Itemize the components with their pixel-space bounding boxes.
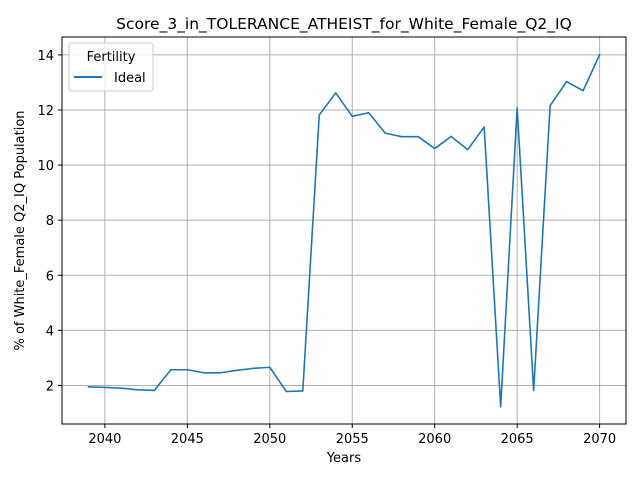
y-tick-label: 4 — [46, 324, 54, 339]
plot-frame — [61, 36, 627, 425]
x-axis-label: Years — [326, 451, 362, 466]
legend-title: Fertility — [87, 50, 136, 65]
data-point — [433, 147, 436, 150]
data-point — [285, 390, 288, 393]
data-point — [582, 89, 584, 92]
data-point — [219, 371, 222, 374]
x-tick-label: 2040 — [88, 432, 121, 447]
data-point — [417, 135, 420, 138]
data-point — [466, 148, 469, 151]
y-tick-label: 10 — [37, 159, 54, 174]
x-tick-label: 2070 — [583, 432, 616, 447]
data-point — [268, 366, 271, 369]
data-point — [532, 389, 535, 392]
x-axis: 2040 2045 2050 2055 2060 2065 2070 — [88, 424, 616, 447]
chart-title: Score_3_in_TOLERANCE_ATHEIST_for_White_F… — [116, 15, 572, 34]
data-point — [367, 111, 370, 114]
data-point — [252, 367, 255, 370]
data-point — [318, 114, 321, 116]
legend-box — [68, 42, 154, 92]
data-point — [450, 135, 452, 138]
y-tick-label: 14 — [37, 49, 54, 64]
legend: Fertility Ideal — [68, 42, 154, 92]
y-axis-label: % of White_Female Q2_IQ Population — [13, 110, 28, 350]
data-point — [598, 53, 601, 56]
data-point — [384, 132, 387, 134]
data-point — [203, 371, 205, 374]
series-layer — [87, 53, 601, 408]
x-tick-label: 2045 — [171, 432, 204, 447]
data-point — [120, 387, 123, 389]
data-point — [483, 126, 485, 128]
data-point — [186, 368, 189, 371]
data-point — [516, 107, 518, 109]
y-tick-label: 6 — [46, 269, 54, 284]
data-point — [499, 405, 502, 408]
y-tick-label: 12 — [37, 104, 54, 119]
legend-label-ideal: Ideal — [114, 71, 146, 86]
x-tick-label: 2050 — [253, 432, 286, 447]
y-tick-label: 8 — [46, 214, 54, 229]
data-point — [137, 389, 139, 391]
x-tick-label: 2060 — [418, 432, 451, 447]
x-tick-label: 2055 — [336, 432, 369, 447]
grid-lines — [62, 37, 626, 424]
series-line-ideal — [88, 54, 601, 408]
data-point — [565, 80, 568, 83]
y-axis: 2 4 6 8 10 12 14 — [37, 49, 62, 394]
data-point — [236, 369, 238, 372]
data-point — [400, 135, 403, 138]
data-point — [301, 390, 304, 392]
data-point — [104, 386, 106, 389]
data-point — [170, 368, 172, 371]
data-point — [549, 104, 551, 107]
y-tick-label: 2 — [46, 379, 54, 394]
data-point — [153, 389, 156, 392]
data-point — [334, 92, 337, 94]
data-point — [351, 115, 354, 118]
data-point — [87, 386, 90, 388]
x-tick-label: 2065 — [501, 432, 534, 447]
